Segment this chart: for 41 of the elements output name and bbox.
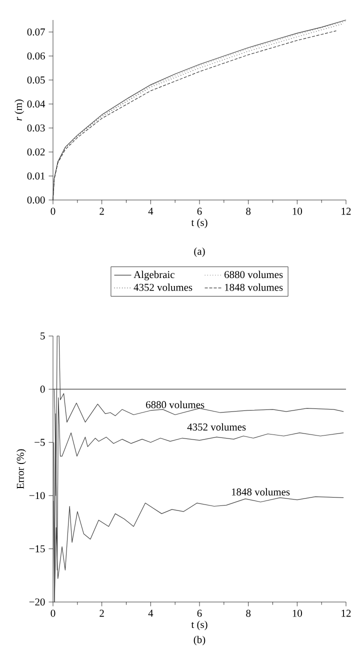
legend-label: 6880 volumes — [224, 270, 283, 278]
x-tick-label: 2 — [100, 610, 104, 617]
text: (a) — [194, 247, 205, 257]
legend-label: 4352 volumes — [134, 284, 192, 291]
x-axis-title: t (s) — [191, 218, 208, 228]
y-tick-label: −20 — [29, 598, 45, 606]
y-tick-label: 0 — [40, 386, 45, 393]
series-label: 6880 volumes — [146, 400, 204, 408]
y-tick-label: 0.03 — [27, 124, 45, 132]
y-tick-label: 0.07 — [27, 28, 45, 36]
x-tick-label: 8 — [246, 610, 251, 617]
x-tick-label: 12 — [342, 208, 351, 215]
y-axis-title: r (m) — [14, 100, 24, 120]
x-tick-label: 12 — [342, 610, 351, 617]
y-tick-label: 0.02 — [27, 148, 45, 156]
y-tick-label: −10 — [29, 492, 45, 500]
x-tick-label: 0 — [50, 208, 56, 215]
y-tick-label: 0.05 — [27, 76, 45, 84]
x-tick-label: 4 — [148, 610, 154, 617]
legend-label: 1848 volumes — [225, 284, 283, 291]
x-tick-label: 6 — [197, 610, 202, 617]
series-label: 1848 volumes — [232, 488, 290, 496]
series-label: 4352 volumes — [187, 423, 246, 431]
y-axis-title: Error (%) — [16, 449, 26, 489]
x-tick-label: 6 — [197, 208, 202, 215]
legend-label: Algebraic — [134, 270, 174, 280]
text: (b) — [194, 636, 206, 646]
y-tick-label: 0.01 — [27, 172, 45, 180]
x-tick-label: 0 — [50, 610, 56, 617]
x-tick-label: 4 — [148, 208, 154, 215]
y-tick-label: 0.04 — [27, 100, 46, 108]
y-tick-label: 0.06 — [27, 52, 45, 60]
x-tick-label: 10 — [292, 208, 302, 215]
x-tick-label: 2 — [100, 208, 104, 215]
y-tick-label: 5 — [40, 332, 45, 340]
y-tick-label: −5 — [34, 438, 45, 446]
x-axis-title: t (s) — [191, 620, 208, 630]
y-tick-label: −15 — [29, 545, 45, 552]
x-tick-label: 8 — [246, 208, 251, 215]
x-tick-label: 10 — [292, 610, 302, 617]
y-tick-label: 0.00 — [27, 196, 45, 204]
